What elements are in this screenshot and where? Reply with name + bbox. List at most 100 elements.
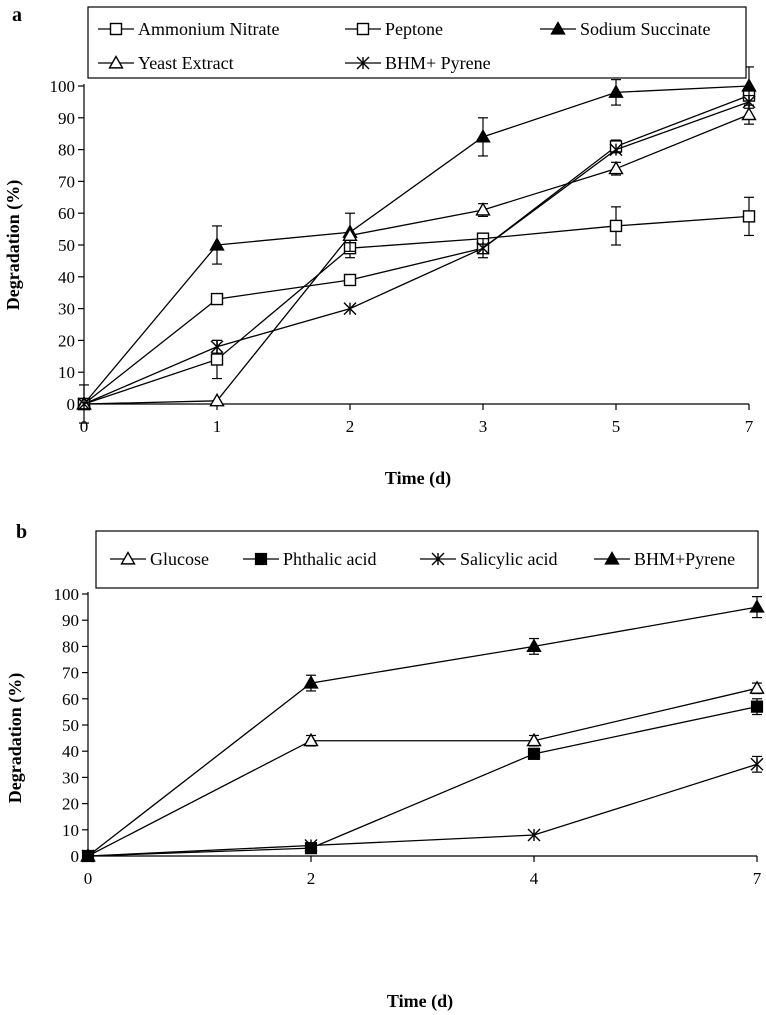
legend-label: Yeast Extract (138, 53, 234, 73)
x-tick-label: 0 (84, 869, 93, 888)
legend-label: Sodium Succinate (580, 19, 710, 39)
data-point (304, 839, 318, 853)
panel-a-y-axis-title: Degradation (%) (3, 180, 24, 310)
legend-label: Phthalic acid (283, 549, 376, 569)
y-tick-label: 0 (71, 847, 80, 866)
x-tick-label: 7 (753, 869, 762, 888)
legend-marker (550, 21, 566, 35)
legend-label: Ammonium Nitrate (138, 19, 279, 39)
y-tick-label: 10 (58, 363, 75, 382)
x-tick-label: 0 (80, 417, 89, 436)
y-tick-label: 40 (62, 742, 79, 761)
data-point (476, 241, 490, 255)
legend-label: Peptone (385, 19, 443, 39)
y-tick-label: 60 (58, 204, 75, 223)
series-yeast-extract (76, 104, 757, 410)
legend-label: Glucose (150, 549, 209, 569)
data-point (741, 106, 757, 121)
y-tick-label: 10 (62, 821, 79, 840)
legend-item-phthalic-acid: Phthalic acid (243, 549, 376, 569)
series-line-glucose (87, 687, 758, 857)
data-point (210, 353, 224, 366)
legend-label: BHM+Pyrene (634, 549, 735, 569)
data-point (608, 84, 624, 98)
legend-marker (431, 552, 445, 566)
legend-marker (356, 22, 370, 36)
legend-marker (120, 551, 136, 565)
legend-item-sodium-succinate: Sodium Succinate (540, 19, 710, 39)
data-point (80, 848, 96, 862)
legend-label: BHM+ Pyrene (385, 53, 491, 73)
series-bhm-pyrene (80, 596, 765, 862)
series-line-sodium-succinate (83, 85, 750, 405)
series-phthalic-acid (81, 698, 764, 863)
series-line-bhm-pyrene (83, 101, 750, 405)
data-point (77, 397, 91, 411)
data-point (749, 599, 765, 613)
x-tick-label: 3 (479, 417, 488, 436)
data-point (475, 128, 491, 143)
y-tick-label: 20 (58, 331, 75, 350)
y-tick-label: 40 (58, 268, 75, 287)
data-point (741, 78, 757, 92)
series-line-ammonium-nitrate (83, 94, 750, 405)
data-point (475, 202, 491, 216)
y-tick-label: 80 (58, 141, 75, 160)
data-point (342, 227, 358, 242)
data-point (210, 340, 224, 354)
data-point (750, 700, 764, 713)
panel-a-x-axis-title: Time (d) (385, 468, 451, 489)
series-line-bhm-pyrene (87, 606, 758, 857)
y-tick-label: 30 (62, 768, 79, 787)
panel-b-y-axis-title: Degradation (%) (5, 673, 26, 803)
y-tick-label: 60 (62, 690, 79, 709)
panel-a: a Degradation (%) Time (d) 0102030405060… (3, 4, 757, 489)
data-point (527, 828, 541, 842)
data-point (343, 302, 357, 316)
legend-marker (254, 552, 268, 566)
y-tick-label: 0 (67, 395, 76, 414)
panel-a-label: a (12, 4, 22, 26)
legend-item-bhm-pyrene: BHM+ Pyrene (345, 53, 491, 73)
data-point (303, 732, 319, 747)
data-point (749, 680, 765, 694)
series-glucose (80, 680, 765, 862)
data-point (210, 292, 224, 306)
series-sodium-succinate (76, 66, 757, 424)
data-point (343, 273, 357, 287)
series-line-phthalic-acid (87, 706, 758, 857)
data-point (750, 757, 764, 771)
series-bhm-pyrene (77, 94, 756, 411)
x-tick-label: 2 (307, 869, 316, 888)
y-tick-label: 50 (58, 236, 75, 255)
data-point (742, 210, 756, 223)
y-tick-label: 100 (50, 77, 76, 96)
y-tick-label: 70 (62, 664, 79, 683)
y-tick-label: 90 (58, 109, 75, 128)
x-tick-label: 7 (745, 417, 754, 436)
data-point (209, 237, 225, 251)
legend-item-peptone: Peptone (345, 19, 443, 39)
x-tick-label: 1 (213, 417, 222, 436)
data-point (609, 143, 623, 157)
y-tick-label: 80 (62, 637, 79, 656)
legend-item-salicylic-acid: Salicylic acid (420, 549, 557, 569)
data-point (742, 95, 756, 109)
y-tick-label: 50 (62, 716, 79, 735)
legend-item-bhm-pyrene: BHM+Pyrene (594, 549, 735, 569)
y-tick-label: 30 (58, 300, 75, 319)
panel-b-label: b (16, 521, 27, 543)
panel-b-x-axis-title: Time (d) (387, 991, 453, 1012)
x-tick-label: 4 (530, 869, 539, 888)
series-line-salicylic-acid (87, 763, 758, 857)
y-tick-label: 90 (62, 611, 79, 630)
data-point (527, 747, 541, 760)
series-salicylic-acid (81, 755, 764, 863)
legend-item-glucose: Glucose (110, 549, 209, 569)
data-point (526, 732, 542, 747)
series-peptone (77, 196, 756, 411)
legend-marker (604, 551, 620, 565)
legend-marker (356, 56, 370, 70)
legend-box (87, 6, 747, 79)
